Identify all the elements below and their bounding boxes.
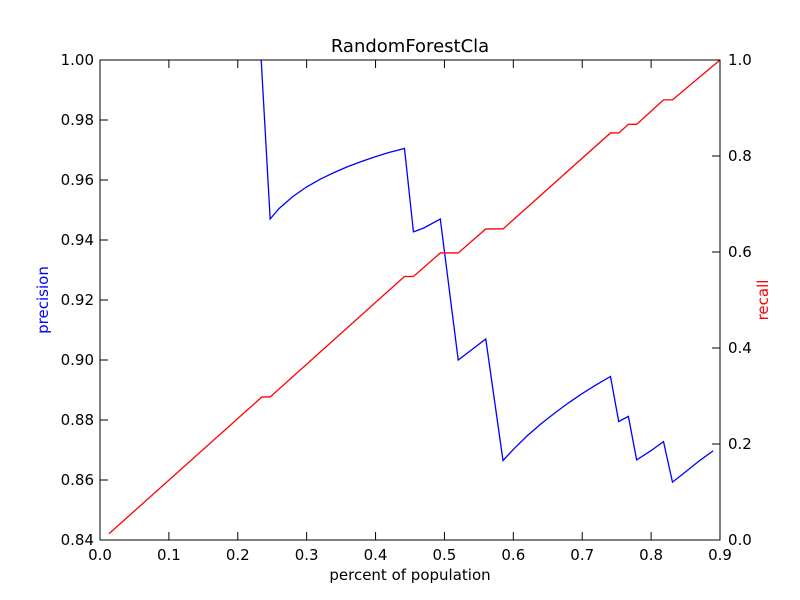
precision-line (260, 59, 714, 484)
y-left-tick-label-6: 0.96 (61, 171, 94, 189)
x-axis-label: percent of population (329, 566, 490, 584)
y-left-tick-label-1: 0.86 (61, 471, 94, 489)
plot-frame (99, 59, 721, 541)
x-tick-label-2: 0.2 (226, 546, 250, 564)
y-right-tick-label-5: 1.0 (728, 51, 752, 69)
y-left-tick-label-8: 1.00 (61, 51, 94, 69)
x-tick-label-3: 0.3 (295, 546, 319, 564)
y-left-tick-label-0: 0.84 (61, 531, 94, 549)
y-left-tick-label-4: 0.92 (61, 291, 94, 309)
y-left-tick-label-7: 0.98 (61, 111, 94, 129)
x-tick-label-0: 0.0 (88, 546, 112, 564)
x-tick-label-5: 0.5 (433, 546, 457, 564)
y-right-tick-label-0: 0.0 (728, 531, 752, 549)
y-right-tick-label-1: 0.2 (728, 435, 752, 453)
recall-line (108, 59, 721, 535)
x-tick-label-6: 0.6 (501, 546, 525, 564)
plot-area (100, 60, 720, 540)
y-axis-label-right: recall (754, 280, 772, 321)
x-tick-label-9: 0.9 (708, 546, 732, 564)
y-left-tick-label-3: 0.90 (61, 351, 94, 369)
y-right-tick-label-3: 0.6 (728, 243, 752, 261)
chart-title: RandomForestCla (331, 36, 489, 57)
y-right-tick-label-2: 0.4 (728, 339, 752, 357)
ticks-layer: 0.0 0.1 0.2 0.3 0.4 0.5 0.6 0.7 0.8 0.9 0.84 0.86 0.… (61, 51, 752, 564)
series-layer (108, 59, 721, 535)
x-tick-label-8: 0.8 (639, 546, 663, 564)
x-tick-label-7: 0.7 (570, 546, 594, 564)
x-tick-label-1: 0.1 (157, 546, 181, 564)
y-left-tick-label-2: 0.88 (61, 411, 94, 429)
x-tick-label-4: 0.4 (364, 546, 388, 564)
y-right-tick-label-4: 0.8 (728, 147, 752, 165)
y-left-tick-label-5: 0.94 (61, 231, 94, 249)
y-axis-label-left: precision (34, 266, 52, 334)
